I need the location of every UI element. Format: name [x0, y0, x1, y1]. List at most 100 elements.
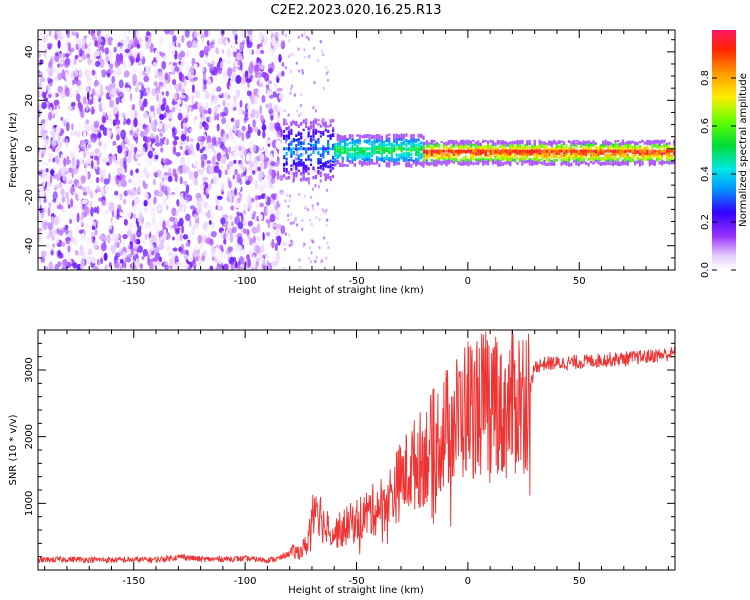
- heatmap-cell: [422, 145, 425, 149]
- heatmap-cell: [589, 146, 593, 151]
- heatmap-cell: [240, 61, 243, 71]
- heatmap-cell: [317, 166, 320, 169]
- heatmap-cell: [499, 153, 502, 158]
- heatmap-cell: [253, 215, 258, 222]
- heatmap-cell: [296, 223, 298, 227]
- heatmap-cell: [351, 144, 354, 149]
- heatmap-cell: [259, 49, 265, 55]
- heatmap-cell: [305, 164, 308, 168]
- heatmap-cell: [131, 104, 136, 111]
- heatmap-cell: [259, 65, 265, 70]
- heatmap-cell: [264, 193, 268, 203]
- heatmap-cell: [506, 155, 509, 158]
- heatmap-cell: [548, 156, 551, 159]
- heatmap-cell: [324, 176, 327, 180]
- heatmap-cell: [234, 60, 239, 68]
- heatmap-cell: [309, 163, 313, 166]
- heatmap-cell: [438, 149, 441, 153]
- heatmap-cell: [147, 125, 151, 136]
- heatmap-cell: [438, 156, 441, 160]
- heatmap-cell: [368, 140, 371, 143]
- heatmap-cell: [479, 155, 482, 158]
- heatmap-cell: [50, 169, 55, 175]
- heatmap-cell: [81, 186, 86, 192]
- heatmap-cell: [299, 104, 302, 108]
- heatmap-cell: [146, 136, 151, 143]
- heatmap-cell: [152, 165, 159, 173]
- heatmap-cell: [397, 144, 401, 148]
- heatmap-cell: [250, 36, 254, 41]
- heatmap-cell: [300, 171, 303, 176]
- heatmap-cell: [215, 205, 218, 210]
- heatmap-cell: [274, 203, 279, 211]
- heatmap-cell: [614, 161, 617, 165]
- heatmap-cell: [72, 237, 79, 245]
- heatmap-cell: [176, 166, 182, 175]
- heatmap-cell: [550, 160, 553, 163]
- heatmap-cell: [72, 262, 78, 269]
- heatmap-cell: [283, 118, 286, 122]
- heatmap-cell: [375, 159, 379, 163]
- heatmap-cell: [265, 218, 272, 224]
- heatmap-cell: [277, 106, 283, 113]
- heatmap-cell: [285, 169, 288, 174]
- heatmap-cell: [176, 235, 180, 242]
- heatmap-cell: [322, 152, 325, 156]
- heatmap-cell: [450, 149, 453, 153]
- heatmap-cell: [277, 72, 282, 79]
- heatmap-cell: [536, 152, 539, 155]
- heatmap-cell: [509, 154, 512, 158]
- heatmap-cell: [307, 132, 310, 136]
- heatmap-cell: [297, 169, 300, 173]
- heatmap-cell: [180, 94, 186, 99]
- heatmap-cell: [279, 191, 285, 196]
- heatmap-cell: [38, 162, 41, 168]
- heatmap-cell: [238, 221, 244, 230]
- heatmap-cell: [467, 159, 470, 163]
- heatmap-cell: [143, 192, 149, 200]
- heatmap-cell: [207, 62, 211, 67]
- heatmap-cell: [440, 140, 443, 144]
- heatmap-cell: [159, 177, 163, 183]
- heatmap-cell: [371, 136, 374, 140]
- heatmap-cell: [67, 232, 72, 237]
- heatmap-cell: [238, 116, 244, 125]
- heatmap-cell: [127, 79, 131, 86]
- heatmap-cell: [217, 258, 223, 265]
- heatmap-cell: [104, 204, 110, 211]
- heatmap-cell: [188, 111, 193, 117]
- heatmap-cell: [310, 222, 313, 226]
- heatmap-cell: [626, 153, 629, 157]
- heatmap-cell: [234, 168, 238, 176]
- heatmap-cell: [48, 111, 52, 121]
- heatmap-cell: [624, 145, 627, 150]
- heatmap-cell: [469, 153, 473, 158]
- heatmap-cell: [366, 153, 369, 157]
- heatmap-cell: [322, 147, 325, 151]
- heatmap-cell: [259, 141, 263, 150]
- heatmap-cell: [249, 212, 254, 219]
- heatmap-cell: [129, 244, 133, 250]
- heatmap-cell: [329, 119, 332, 123]
- heatmap-cell: [329, 134, 332, 138]
- heatmap-cell: [455, 149, 458, 153]
- heatmap-cell: [621, 149, 624, 153]
- heatmap-cell: [438, 152, 441, 155]
- heatmap-cell: [314, 131, 317, 135]
- heatmap-cell: [314, 120, 317, 124]
- heatmap-cell: [393, 163, 396, 166]
- heatmap-cell: [240, 76, 246, 85]
- heatmap-cell: [63, 157, 67, 167]
- heatmap-cell: [163, 253, 167, 262]
- heatmap-cell: [43, 197, 47, 203]
- heatmap-cell: [602, 142, 605, 146]
- heatmap-cell: [227, 246, 234, 252]
- heatmap-cell: [231, 43, 238, 53]
- heatmap-cell: [46, 174, 50, 182]
- heatmap-cell: [346, 149, 349, 153]
- heatmap-cell: [494, 161, 497, 165]
- heatmap-cell: [158, 71, 164, 81]
- heatmap-cell: [292, 121, 295, 124]
- heatmap-cell: [225, 123, 230, 130]
- heatmap-cell: [358, 137, 361, 140]
